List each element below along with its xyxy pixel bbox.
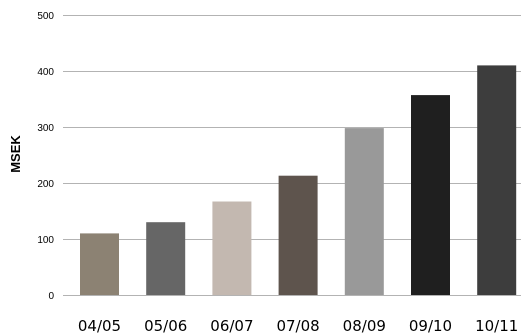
bar xyxy=(411,95,450,295)
bar xyxy=(477,65,517,296)
y-tick-label: 100 xyxy=(37,235,54,246)
y-tick-label: 500 xyxy=(37,11,54,22)
y-axis-title: MSEK xyxy=(8,135,23,173)
y-tick-label: 400 xyxy=(37,67,54,78)
y-tick-labels: 0 100 200 300 400 500 xyxy=(37,11,54,302)
bar xyxy=(344,128,384,295)
bars xyxy=(80,65,517,296)
y-tick-label: 0 xyxy=(48,291,54,302)
bar xyxy=(212,201,252,295)
bar xyxy=(146,222,186,295)
x-tick-label: 10/11 xyxy=(475,317,518,335)
x-tick-label: 05/06 xyxy=(144,317,187,335)
x-tick-label: 04/05 xyxy=(78,317,121,335)
x-tick-label: 07/08 xyxy=(276,317,319,335)
y-tick-label: 200 xyxy=(37,179,54,190)
x-tick-label: 09/10 xyxy=(409,317,452,335)
y-tick-label: 300 xyxy=(37,123,54,134)
x-tick-label: 06/07 xyxy=(210,317,253,335)
x-tick-labels: 04/05 05/06 06/07 07/08 08/09 09/10 10/11 xyxy=(78,317,518,335)
bar xyxy=(80,233,119,295)
bar xyxy=(278,175,318,295)
x-tick-label: 08/09 xyxy=(343,317,386,335)
